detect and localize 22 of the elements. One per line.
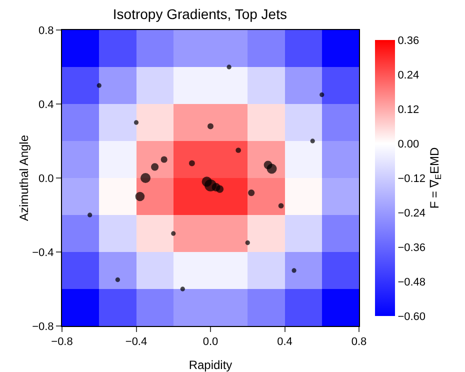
x-tick-label: 0.4 — [277, 336, 292, 348]
y-tick-label: 0.8 — [38, 24, 54, 37]
color-bar-label: −0.36 — [398, 242, 426, 254]
y-axis-title: Azimuthal Angle — [17, 134, 31, 222]
color-bar-label: −0.24 — [398, 207, 426, 220]
chart-title: Isotropy Gradients, Top Jets — [112, 6, 287, 22]
color-bar-label: −0.48 — [398, 276, 426, 288]
x-axis-title: Rapidity — [188, 358, 232, 372]
x-tick-label: 0.0 — [202, 336, 218, 348]
y-tick-label: 0.0 — [38, 172, 54, 185]
y-tick-label: 0.4 — [38, 98, 54, 111]
x-tick-label: −0.4 — [125, 336, 148, 348]
color-bar-label: 0.36 — [398, 34, 420, 47]
y-tick-label: −0.8 — [32, 320, 54, 333]
color-bar-label: 0.12 — [398, 104, 420, 116]
x-tick-label: 0.8 — [351, 336, 367, 348]
color-bar-label: −0.60 — [398, 310, 426, 323]
y-tick-label: −0.4 — [32, 246, 54, 259]
color-bar-label: 0.24 — [398, 69, 420, 82]
color-bar-label: −0.12 — [398, 172, 426, 185]
x-tick-label: −0.8 — [51, 336, 73, 348]
color-bar-label: 0.00 — [398, 138, 420, 150]
